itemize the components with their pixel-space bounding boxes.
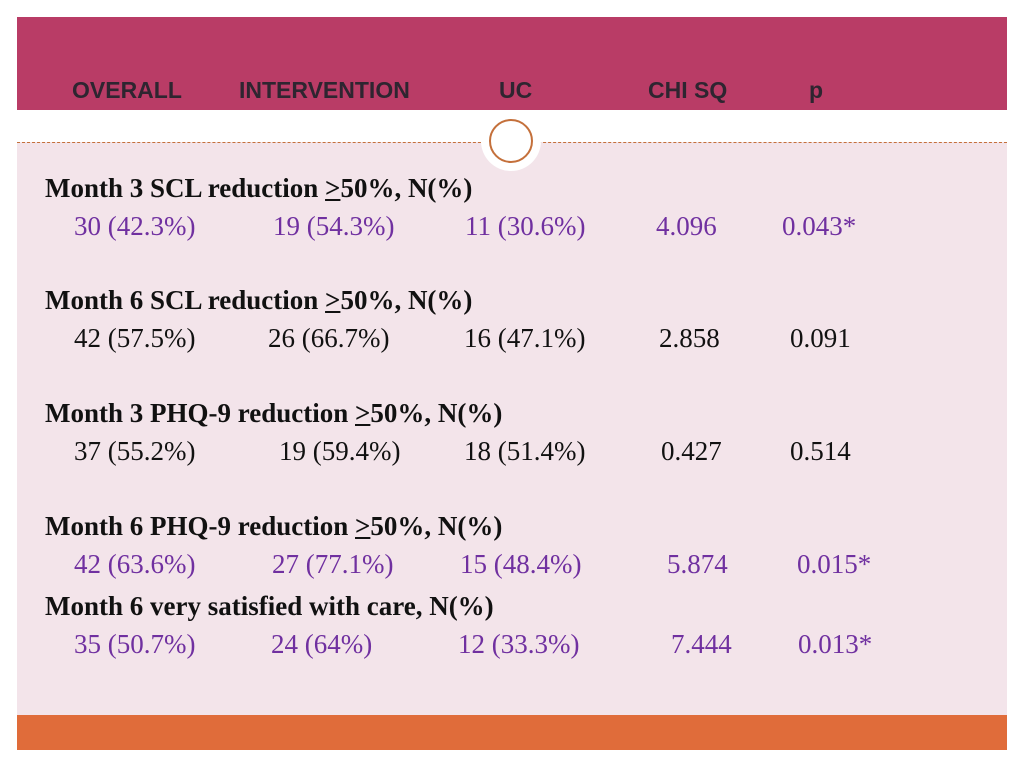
column-header-chi-sq: CHI SQ bbox=[648, 77, 728, 103]
row-value-intervention: 24 (64%) bbox=[271, 629, 373, 659]
column-header-p: p bbox=[809, 77, 824, 103]
row-value-intervention: 19 (59.4%) bbox=[279, 436, 401, 466]
row-value-overall: 42 (57.5%) bbox=[74, 323, 196, 353]
row-value-p: 0.013* bbox=[798, 629, 873, 659]
row-value-intervention: 26 (66.7%) bbox=[268, 323, 390, 353]
row-value-uc: 11 (30.6%) bbox=[465, 211, 586, 241]
row-value-overall: 35 (50.7%) bbox=[74, 629, 196, 659]
column-header-intervention: INTERVENTION bbox=[239, 77, 410, 103]
row-value-p: 0.514 bbox=[790, 436, 851, 466]
row-label: Month 6 SCL reduction >50%, N(%) bbox=[45, 285, 473, 315]
row-value-uc: 16 (47.1%) bbox=[464, 323, 586, 353]
row-value-p: 0.015* bbox=[797, 549, 872, 579]
row-value-uc: 15 (48.4%) bbox=[460, 549, 582, 579]
column-header-uc: UC bbox=[499, 77, 533, 103]
row-label: Month 3 PHQ-9 reduction >50%, N(%) bbox=[45, 398, 503, 428]
row-value-overall: 37 (55.2%) bbox=[74, 436, 196, 466]
row-value-intervention: 19 (54.3%) bbox=[273, 211, 395, 241]
row-label: Month 6 PHQ-9 reduction >50%, N(%) bbox=[45, 511, 503, 541]
footer-bar bbox=[17, 715, 1007, 750]
row-value-intervention: 27 (77.1%) bbox=[272, 549, 394, 579]
row-value-overall: 30 (42.3%) bbox=[74, 211, 196, 241]
row-value-chi-sq: 4.096 bbox=[656, 211, 717, 241]
row-value-uc: 12 (33.3%) bbox=[458, 629, 580, 659]
row-value-chi-sq: 7.444 bbox=[671, 629, 732, 659]
slide: OVERALL INTERVENTION UC CHI SQ p Month 3… bbox=[17, 17, 1007, 750]
row-value-overall: 42 (63.6%) bbox=[74, 549, 196, 579]
row-label: Month 3 SCL reduction >50%, N(%) bbox=[45, 173, 473, 203]
column-header-overall: OVERALL bbox=[72, 77, 182, 103]
row-value-uc: 18 (51.4%) bbox=[464, 436, 586, 466]
row-value-p: 0.091 bbox=[790, 323, 851, 353]
circle-ornament-ring bbox=[489, 119, 533, 163]
row-value-p: 0.043* bbox=[782, 211, 857, 241]
row-label: Month 6 very satisfied with care, N(%) bbox=[45, 591, 494, 621]
row-value-chi-sq: 2.858 bbox=[659, 323, 720, 353]
row-value-chi-sq: 0.427 bbox=[661, 436, 722, 466]
header-bar: OVERALL INTERVENTION UC CHI SQ p bbox=[17, 17, 1007, 110]
row-value-chi-sq: 5.874 bbox=[667, 549, 728, 579]
